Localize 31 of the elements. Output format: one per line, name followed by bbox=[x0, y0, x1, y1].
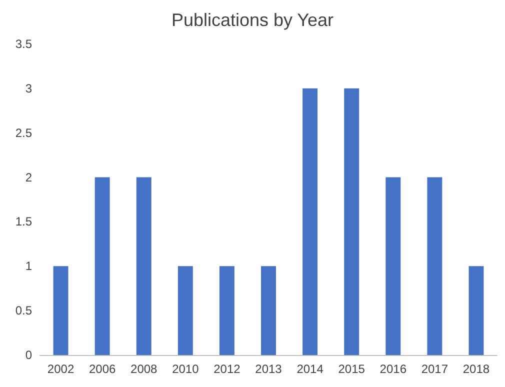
bar bbox=[261, 266, 276, 355]
x-tick-label: 2002 bbox=[47, 362, 74, 376]
y-tick-label: 2 bbox=[25, 170, 32, 184]
x-tick-label: 2016 bbox=[380, 362, 407, 376]
bar bbox=[427, 177, 442, 355]
bar bbox=[219, 266, 234, 355]
x-tick-label: 2010 bbox=[172, 362, 200, 376]
bar bbox=[136, 177, 152, 355]
y-tick-label: 0 bbox=[25, 348, 32, 362]
bar bbox=[468, 266, 484, 355]
bar bbox=[386, 177, 401, 355]
bar bbox=[178, 266, 193, 355]
bar bbox=[94, 177, 110, 355]
bar bbox=[344, 88, 360, 355]
bar bbox=[302, 88, 318, 355]
x-tick-label: 2015 bbox=[338, 362, 366, 376]
y-tick-label: 3.5 bbox=[15, 37, 32, 51]
x-tick-label: 2012 bbox=[214, 362, 241, 376]
x-tick-label: 2017 bbox=[421, 362, 448, 376]
y-tick-label: 1 bbox=[25, 259, 32, 274]
x-tick-label: 2014 bbox=[296, 362, 324, 376]
x-tick-label: 2018 bbox=[462, 362, 490, 376]
x-tick-label: 2008 bbox=[130, 362, 158, 376]
y-tick-label: 3 bbox=[25, 81, 32, 96]
y-tick-label: 1.5 bbox=[15, 214, 32, 229]
x-tick-label: 2006 bbox=[88, 362, 116, 376]
y-tick-label: 2.5 bbox=[15, 126, 32, 140]
bar bbox=[53, 266, 68, 355]
chart-title: Publications by Year bbox=[171, 10, 334, 30]
y-tick-label: 0.5 bbox=[15, 304, 32, 318]
x-tick-label: 2013 bbox=[255, 362, 282, 376]
